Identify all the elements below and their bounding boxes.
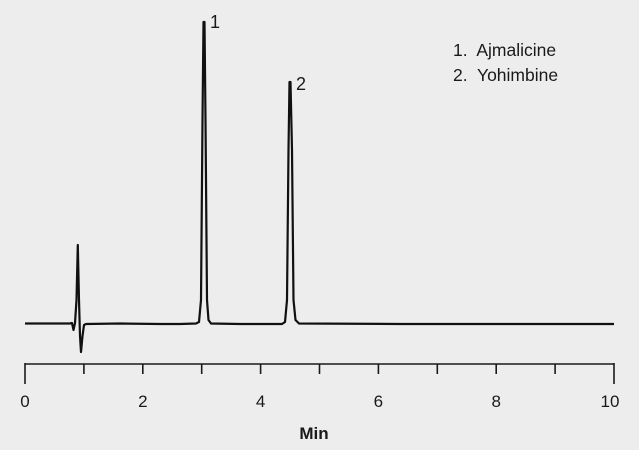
tick-label-2: 2: [138, 392, 147, 411]
tick-label-8: 8: [491, 392, 500, 411]
tick-label-10: 10: [601, 392, 620, 411]
legend-item-ajmalicine: 1. Ajmalicine: [453, 40, 557, 60]
peak-label-2: 2: [296, 74, 306, 94]
x-axis-title: Min: [299, 424, 328, 443]
legend-item-yohimbine: 2. Yohimbine: [453, 65, 559, 85]
chromatogram-trace: [25, 20, 614, 354]
legend: 1. Ajmalicine 2. Yohimbine: [453, 38, 558, 88]
tick-label-4: 4: [256, 392, 265, 411]
peak-label-1: 1: [210, 12, 220, 32]
tick-label-0: 0: [20, 392, 29, 411]
x-axis: [24, 363, 615, 384]
tick-label-6: 6: [374, 392, 383, 411]
x-tick-labels: 0 2 4 6 8 10: [20, 392, 619, 411]
